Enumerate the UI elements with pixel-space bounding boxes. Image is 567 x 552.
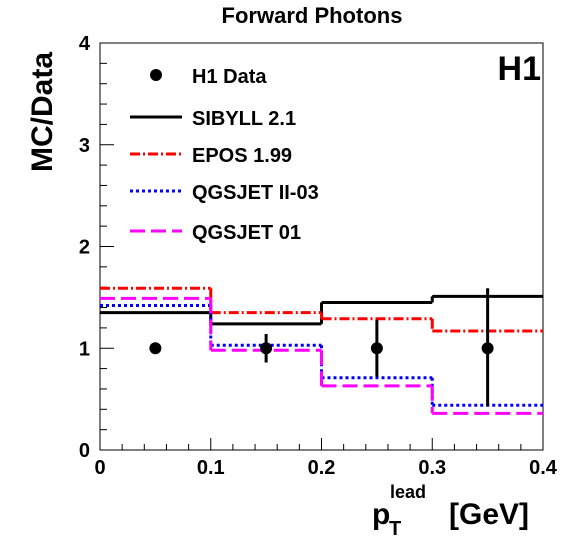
legend-label: QGSJET 01 (192, 222, 301, 244)
legend-label: SIBYLL 2.1 (192, 108, 296, 130)
y-tick-label: 2 (79, 237, 90, 259)
x-tick-label: 0.4 (529, 457, 558, 479)
legend: H1 Data SIBYLL 2.1 EPOS 1.99 QGSJET II-03 QG… (130, 66, 319, 244)
data-point (149, 342, 162, 355)
series-qgsjet-01 (100, 296, 543, 415)
plot-area: 0 1 2 3 4 0 0.1 0.2 0.3 0.4 (79, 33, 558, 479)
x-tick-label: 0.3 (418, 457, 446, 479)
y-tick-label: 0 (79, 440, 90, 462)
data-point (260, 342, 273, 355)
legend-label: H1 Data (192, 66, 267, 88)
x-tick-label: 0.2 (308, 457, 336, 479)
x-axis-label-unit: [GeV] (449, 498, 529, 531)
legend-marker-h1-data (150, 69, 162, 81)
series-h1-data (149, 288, 494, 407)
y-tick-label: 3 (79, 135, 90, 157)
h1-logo: H1 (498, 50, 541, 88)
y-tick-label: 4 (79, 33, 91, 55)
series-sibyll-2-1 (100, 294, 543, 326)
plot-frame (99, 42, 544, 451)
data-point (481, 342, 494, 355)
x-tick-label: 0 (94, 457, 105, 479)
svg-text:p: p (372, 498, 390, 531)
legend-label: QGSJET II-03 (192, 182, 319, 204)
x-axis-label-sub: T (389, 518, 401, 540)
y-axis-label: MC/Data (26, 52, 59, 172)
data-point (370, 342, 383, 355)
chart-title: Forward Photons (222, 3, 403, 28)
x-axis-label: p lead T [GeV] (372, 482, 529, 540)
x-axis-label-main: p (372, 498, 390, 531)
x-axis-label-sup: lead (390, 482, 426, 502)
x-tick-label: 0.1 (197, 457, 225, 479)
y-tick-label: 1 (79, 338, 90, 360)
legend-label: EPOS 1.99 (192, 145, 292, 167)
